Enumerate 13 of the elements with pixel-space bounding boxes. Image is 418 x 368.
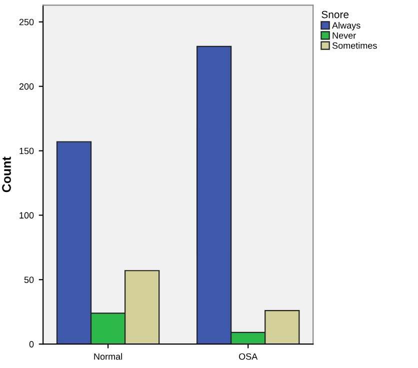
y-tick-label: 100: [20, 212, 34, 219]
y-tick-label: 50: [24, 276, 34, 284]
y-tick-label: 250: [19, 18, 34, 26]
x-tick-label: OSA: [238, 353, 258, 360]
y-axis-title: Count: [2, 156, 11, 192]
y-tick-label: 0: [29, 341, 34, 348]
legend-label: Sometimes: [332, 42, 377, 49]
y-tick-label: 200: [19, 83, 34, 90]
y-tick-label: 150: [20, 148, 34, 154]
legend-title: Snore: [322, 10, 349, 18]
legend-label: Always: [332, 22, 360, 30]
legend-label: Never: [332, 32, 356, 39]
x-tick-label: Normal: [94, 353, 122, 360]
